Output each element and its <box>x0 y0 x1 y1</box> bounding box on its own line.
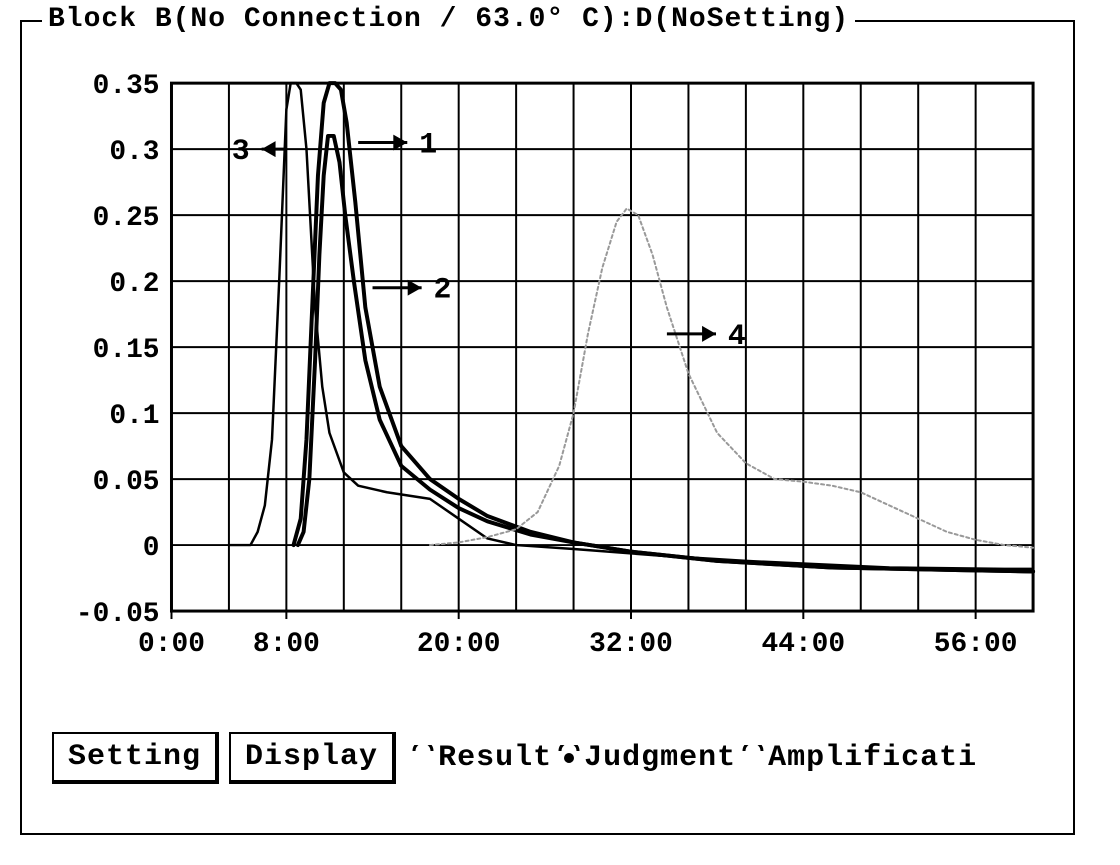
radio-label: Result <box>438 741 552 775</box>
panel-frame: Block B(No Connection / 63.0° C):D(NoSet… <box>20 20 1075 835</box>
radio-label: Judgment <box>584 741 736 775</box>
line-chart: -0.05 0 0.05 0.1 0.15 0.2 0.25 0.3 0.35 0:00 8:00 2… <box>42 52 1053 692</box>
chart-area: -0.05 0 0.05 0.1 0.15 0.2 0.25 0.3 0.35 0:00 8:00 2… <box>42 52 1053 692</box>
panel-title: Block B(No Connection / 63.0° C):D(NoSet… <box>42 4 855 35</box>
svg-text:4: 4 <box>728 319 746 353</box>
svg-text:0.3: 0.3 <box>109 137 159 168</box>
svg-text:-0.05: -0.05 <box>76 599 160 630</box>
radio-label: Amplificati <box>768 741 977 775</box>
svg-text:0.35: 0.35 <box>93 71 160 102</box>
bottom-controls: Setting Display Result Judgment Amplificat… <box>42 732 1053 784</box>
svg-text:0.1: 0.1 <box>109 401 159 432</box>
display-button[interactable]: Display <box>229 732 396 784</box>
svg-text:0: 0 <box>143 533 160 564</box>
radio-judgment[interactable]: Judgment <box>556 741 736 775</box>
svg-text:0.25: 0.25 <box>93 203 160 234</box>
svg-text:1: 1 <box>419 127 437 161</box>
radio-amplificati[interactable]: Amplificati <box>740 741 977 775</box>
setting-button[interactable]: Setting <box>52 732 219 784</box>
radio-result[interactable]: Result <box>410 741 552 775</box>
svg-text:0.2: 0.2 <box>109 269 159 300</box>
svg-text:0.05: 0.05 <box>93 467 160 498</box>
svg-text:44:00: 44:00 <box>762 629 846 660</box>
svg-text:20:00: 20:00 <box>417 629 501 660</box>
svg-text:32:00: 32:00 <box>589 629 673 660</box>
svg-text:8:00: 8:00 <box>253 629 320 660</box>
svg-text:56:00: 56:00 <box>934 629 1018 660</box>
svg-text:0.15: 0.15 <box>93 335 160 366</box>
svg-text:2: 2 <box>434 273 452 307</box>
svg-text:3: 3 <box>232 134 250 168</box>
svg-text:0:00: 0:00 <box>138 629 205 660</box>
